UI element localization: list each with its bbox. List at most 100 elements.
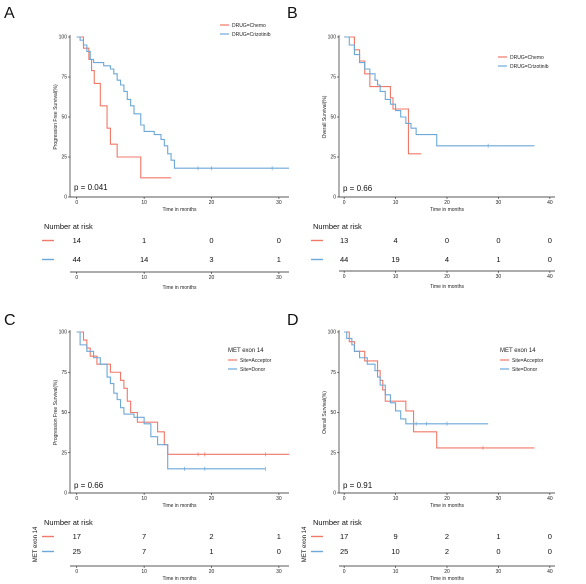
- risk-count: 14: [73, 236, 81, 245]
- risk-x-tick-label: 30: [276, 569, 282, 575]
- risk-count: 0: [548, 532, 552, 541]
- x-tick-label: 0: [343, 200, 346, 206]
- x-tick-label: 40: [547, 200, 553, 206]
- x-tick-label: 20: [444, 496, 450, 502]
- risk-x-tick-label: 10: [141, 569, 147, 575]
- km-curve-drug-crizotinib: [76, 36, 289, 169]
- risk-table-title: Number at risk: [44, 222, 93, 231]
- km-curve-site-donor: [344, 331, 489, 425]
- x-tick-label: 20: [444, 200, 450, 206]
- risk-count: 17: [73, 532, 81, 541]
- risk-count: 0: [445, 236, 449, 245]
- legend-title: MET exon 14: [500, 348, 536, 354]
- risk-x-tick-label: 20: [444, 274, 450, 280]
- x-tick-label: 0: [75, 200, 78, 206]
- risk-x-axis-title: Time in months: [163, 576, 197, 582]
- risk-count: 0: [548, 547, 552, 556]
- risk-count: 19: [391, 255, 399, 264]
- risk-count: 0: [548, 255, 552, 264]
- risk-count: 1: [496, 255, 500, 264]
- risk-x-tick-label: 10: [393, 569, 399, 575]
- km-curve-site-donor: [76, 331, 266, 470]
- risk-x-tick-label: 0: [75, 275, 78, 281]
- risk-count: 44: [73, 255, 81, 264]
- risk-count: 4: [393, 236, 397, 245]
- legend-label: Site=Acceptor: [512, 358, 544, 364]
- risk-count: 14: [140, 255, 148, 264]
- risk-x-tick-label: 10: [393, 274, 399, 280]
- legend-label: Site=Donor: [512, 367, 537, 373]
- y-tick-label: 75: [61, 370, 67, 376]
- risk-count: 9: [393, 532, 397, 541]
- panel-letter: B: [287, 5, 298, 22]
- panel-letter: D: [287, 312, 299, 329]
- risk-count: 0: [277, 547, 281, 556]
- y-axis-title: Progression Free Survival(%): [53, 380, 59, 446]
- y-tick-label: 100: [59, 35, 68, 41]
- risk-x-axis-title: Time in months: [430, 576, 464, 582]
- risk-x-tick-label: 40: [547, 274, 553, 280]
- risk-count: 1: [142, 236, 146, 245]
- x-tick-label: 30: [496, 496, 502, 502]
- y-tick-label: 25: [330, 450, 336, 456]
- y-axis-title: Overall Survival(%): [322, 391, 328, 434]
- y-axis-title: Progression Free Survival(%): [53, 84, 59, 150]
- risk-count: 44: [340, 255, 348, 264]
- x-tick-label: 30: [276, 496, 282, 502]
- x-axis-title: Time in months: [430, 207, 464, 213]
- p-value: p = 0.66: [74, 481, 104, 490]
- legend-label: DRUG=Crizotinib: [232, 32, 271, 38]
- risk-count: 7: [142, 547, 146, 556]
- y-tick-label: 75: [330, 370, 336, 376]
- risk-x-tick-label: 40: [547, 569, 553, 575]
- risk-count: 25: [73, 547, 81, 556]
- risk-count: 2: [209, 532, 213, 541]
- risk-count: 25: [340, 547, 348, 556]
- risk-count: 0: [209, 236, 213, 245]
- x-axis-title: Time in months: [430, 503, 464, 509]
- risk-count: 1: [209, 547, 213, 556]
- x-tick-label: 10: [393, 496, 399, 502]
- p-value: p = 0.91: [343, 481, 373, 490]
- risk-y-title: MET exon 14: [33, 526, 39, 562]
- y-tick-label: 50: [61, 115, 67, 121]
- risk-count: 1: [277, 532, 281, 541]
- y-tick-label: 0: [64, 491, 67, 497]
- y-axis-title: Overall Survival(%): [322, 95, 328, 138]
- risk-table-title: Number at risk: [44, 518, 93, 527]
- risk-x-tick-label: 0: [343, 274, 346, 280]
- risk-count: 17: [340, 532, 348, 541]
- legend-label: DRUG=Chemo: [232, 23, 266, 29]
- y-tick-label: 0: [333, 491, 336, 497]
- km-curve-drug-chemo: [344, 36, 422, 155]
- x-tick-label: 0: [75, 496, 78, 502]
- legend-label: Site=Donor: [240, 367, 265, 373]
- x-tick-label: 40: [547, 496, 553, 502]
- risk-count: 2: [445, 547, 449, 556]
- x-tick-label: 30: [276, 200, 282, 206]
- y-tick-label: 25: [61, 450, 67, 456]
- risk-count: 0: [496, 236, 500, 245]
- risk-x-axis-title: Time in months: [163, 285, 197, 291]
- risk-x-tick-label: 30: [496, 569, 502, 575]
- risk-count: 3: [209, 255, 213, 264]
- panel-letter: C: [4, 312, 16, 329]
- x-tick-label: 10: [393, 200, 399, 206]
- x-tick-label: 10: [141, 200, 147, 206]
- y-tick-label: 0: [64, 195, 67, 201]
- risk-count: 2: [445, 532, 449, 541]
- p-value: p = 0.041: [74, 183, 108, 192]
- legend-label: Site=Acceptor: [240, 358, 272, 364]
- y-tick-label: 75: [330, 75, 336, 81]
- x-tick-label: 20: [209, 496, 215, 502]
- x-axis-title: Time in months: [163, 207, 197, 213]
- risk-x-tick-label: 0: [343, 569, 346, 575]
- risk-count: 1: [496, 532, 500, 541]
- km-curve-drug-crizotinib: [344, 36, 535, 147]
- y-tick-label: 75: [61, 75, 67, 81]
- y-tick-label: 25: [330, 155, 336, 161]
- x-tick-label: 30: [496, 200, 502, 206]
